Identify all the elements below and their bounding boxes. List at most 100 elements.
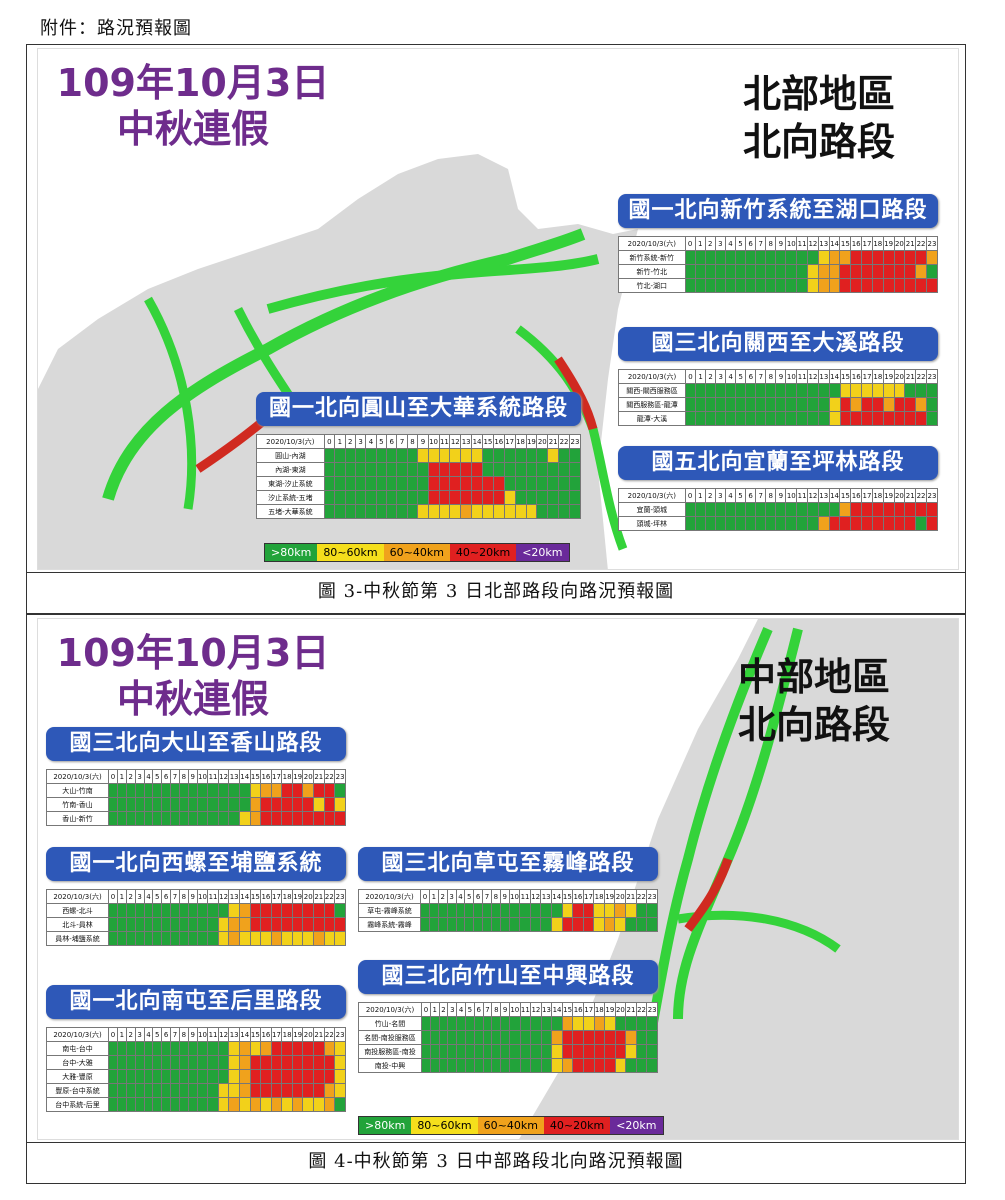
speed-cell xyxy=(625,1016,637,1031)
speed-cell xyxy=(471,504,483,519)
speed-cell xyxy=(572,1044,584,1059)
speed-cell xyxy=(745,502,757,517)
speed-cell xyxy=(500,1016,510,1031)
segment-label: 台中-大雅 xyxy=(45,1055,110,1070)
speed-cell xyxy=(161,1083,172,1098)
table-block: 國一北向南屯至后里路段 2020/10/3(六) 0 1 2 3 4 5 6 7 8 9 10 11 12 1… xyxy=(45,985,346,1112)
speed-cell xyxy=(551,1044,563,1059)
speed-cell xyxy=(714,502,726,517)
hour-label: 4 xyxy=(724,236,736,251)
speed-cell xyxy=(926,411,938,426)
speed-cell xyxy=(152,783,163,798)
speed-cell xyxy=(228,903,240,918)
segment-label: 霧峰系統-霧峰 xyxy=(357,917,422,932)
speed-cell xyxy=(915,502,927,517)
speed-cell xyxy=(291,1041,304,1056)
speed-cell xyxy=(807,278,819,293)
hour-label: 6 xyxy=(745,488,757,503)
speed-cell xyxy=(775,250,787,265)
speed-cell xyxy=(456,1058,467,1073)
hour-label: 10 xyxy=(785,236,798,251)
hour-label: 13 xyxy=(228,889,240,904)
speed-cell xyxy=(228,1083,240,1098)
speed-cell xyxy=(207,903,219,918)
legend-item: 40~20km xyxy=(449,544,517,561)
speed-cell xyxy=(635,903,648,918)
speed-cell xyxy=(281,1083,293,1098)
hour-label: 16 xyxy=(850,488,863,503)
speed-cell xyxy=(249,917,262,932)
speed-cell xyxy=(614,1044,627,1059)
speed-cell xyxy=(421,1030,431,1045)
speed-cell xyxy=(547,504,560,519)
speed-cell xyxy=(775,397,787,412)
hour-label: 2 xyxy=(704,488,716,503)
speed-cell xyxy=(334,476,346,491)
speed-cell xyxy=(313,1055,325,1070)
speed-cell xyxy=(334,1069,346,1084)
table-row: 新竹-竹北 xyxy=(618,264,939,279)
speed-cell xyxy=(429,1044,440,1059)
speed-cell xyxy=(249,1055,262,1070)
speed-cell xyxy=(108,903,118,918)
speed-cell xyxy=(428,917,439,932)
speed-cell xyxy=(291,1083,304,1098)
speed-cell xyxy=(116,931,127,946)
table-row: 東湖-汐止系統 xyxy=(256,476,581,491)
speed-cell xyxy=(170,783,180,798)
speed-cell xyxy=(187,1055,198,1070)
speed-cell xyxy=(207,783,219,798)
hour-label: 8 xyxy=(765,488,777,503)
hour-label: 12 xyxy=(807,236,819,251)
speed-cell xyxy=(334,797,346,812)
hour-label: 21 xyxy=(313,1027,325,1042)
hour-label: 16 xyxy=(260,889,272,904)
speed-cell xyxy=(807,502,819,517)
speed-cell xyxy=(152,1069,163,1084)
hour-label: 23 xyxy=(569,434,581,449)
speed-cell xyxy=(582,1044,595,1059)
speed-cell xyxy=(530,1044,542,1059)
speed-cell xyxy=(187,903,198,918)
speed-cell xyxy=(569,462,581,477)
speed-cell xyxy=(217,811,230,826)
speed-cell xyxy=(207,1055,219,1070)
hour-label: 5 xyxy=(152,1027,163,1042)
speed-cell xyxy=(260,903,272,918)
speed-cell xyxy=(482,476,494,491)
date-label: 2020/10/3(六) xyxy=(357,1002,423,1017)
hour-label: 16 xyxy=(572,889,584,904)
speed-cell xyxy=(354,490,367,505)
speed-cell xyxy=(465,1030,475,1045)
speed-cell xyxy=(625,1030,637,1045)
speed-cell xyxy=(427,448,440,463)
speed-cell xyxy=(734,264,747,279)
speed-cell xyxy=(745,411,757,426)
speed-cell xyxy=(116,811,127,826)
speed-cell xyxy=(500,1058,510,1073)
hour-label: 13 xyxy=(228,1027,240,1042)
hour-label: 10 xyxy=(196,1027,209,1042)
speed-cell xyxy=(170,1069,180,1084)
table-row: 圓山-內湖 xyxy=(256,448,581,463)
segment-label: 大雅-豐原 xyxy=(45,1069,110,1084)
hour-label: 8 xyxy=(491,1002,502,1017)
hour-label: 1 xyxy=(694,236,706,251)
segment-label: 大山-竹南 xyxy=(45,783,110,798)
speed-cell xyxy=(540,1030,553,1045)
speed-cell xyxy=(695,397,707,412)
table-row: 台中-大雅 xyxy=(45,1055,346,1070)
speed-cell xyxy=(438,462,451,477)
speed-cell xyxy=(500,1030,510,1045)
speed-cell xyxy=(904,502,917,517)
table-row: 頭城-坪林 xyxy=(618,516,939,531)
speed-cell xyxy=(438,1044,449,1059)
speed-cell xyxy=(260,1083,272,1098)
hour-label: 22 xyxy=(323,889,336,904)
hour-label: 3 xyxy=(447,1002,458,1017)
speed-cell xyxy=(217,931,230,946)
speed-cell xyxy=(196,903,209,918)
speed-cell xyxy=(593,1044,606,1059)
speed-cell xyxy=(604,1044,616,1059)
speed-cell xyxy=(249,931,262,946)
